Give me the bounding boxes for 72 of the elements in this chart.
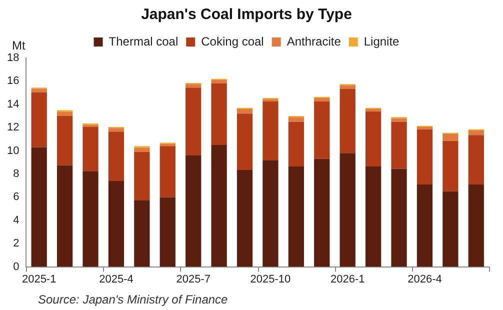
bar	[365, 166, 382, 267]
x-tick-label: 2025-7	[176, 273, 210, 286]
bar	[186, 84, 202, 88]
y-tick-label: 10	[6, 144, 20, 157]
chart-title: Japan's Coal Imports by Type	[141, 6, 352, 24]
x-tick-label: 2025-1	[22, 273, 56, 286]
bar	[468, 130, 484, 136]
bar	[31, 147, 47, 267]
bar	[288, 122, 304, 166]
bar	[134, 152, 150, 200]
bar	[314, 98, 330, 102]
y-tick-label: 0	[13, 260, 20, 273]
y-tick-label: 14	[6, 98, 20, 110]
x-tick-label: 2026-4	[408, 273, 442, 286]
bar	[442, 134, 458, 141]
bar	[186, 88, 202, 156]
y-tick-label: 2	[13, 238, 20, 250]
bar	[262, 160, 278, 267]
bar	[108, 180, 124, 267]
bar	[340, 153, 356, 267]
bar	[236, 109, 253, 114]
bar	[160, 197, 176, 267]
bar	[186, 155, 202, 267]
bar	[340, 88, 356, 154]
bar	[56, 116, 73, 166]
bar	[468, 184, 484, 267]
bar	[134, 148, 150, 152]
bar	[211, 80, 227, 84]
x-tick-label: 2025-4	[99, 273, 134, 286]
bar	[31, 92, 47, 148]
bar	[365, 111, 382, 166]
y-tick-label: 4	[13, 214, 20, 226]
bar	[416, 184, 433, 267]
bar	[108, 132, 124, 181]
bar	[82, 124, 98, 128]
y-tick-label: 16	[6, 75, 20, 88]
bar	[82, 127, 98, 172]
bar	[288, 117, 304, 122]
bar	[391, 168, 407, 267]
bar	[160, 146, 176, 198]
legend-label: Anthracite	[286, 34, 342, 48]
bar	[134, 200, 150, 267]
bar	[442, 191, 458, 267]
bar	[236, 170, 253, 267]
bar	[391, 122, 407, 169]
y-axis-title: Mt	[12, 38, 26, 52]
bar	[391, 118, 407, 122]
source-note: Source: Japan's Ministry of Finance	[38, 292, 228, 306]
y-tick-label: 18	[6, 52, 20, 64]
legend-label: Lignite	[364, 34, 400, 48]
bar	[56, 112, 73, 116]
legend-label: Coking coal	[201, 34, 264, 48]
x-tick-label: 2026-1	[330, 273, 365, 286]
bar	[262, 102, 278, 160]
bar	[288, 166, 304, 267]
legend-label: Thermal coal	[108, 34, 178, 48]
bar	[31, 88, 47, 92]
bar	[211, 145, 227, 267]
y-tick-label: 6	[13, 191, 20, 204]
bar	[416, 129, 433, 184]
y-tick-label: 12	[6, 122, 20, 134]
bar	[314, 158, 330, 267]
bar	[236, 114, 253, 170]
bar	[211, 84, 227, 145]
bar	[442, 140, 458, 192]
y-tick-label: 8	[13, 168, 20, 180]
bar	[56, 165, 73, 267]
bar	[82, 171, 98, 267]
x-tick-label: 2025-10	[250, 273, 291, 286]
bar	[314, 102, 330, 159]
bar	[108, 128, 124, 132]
bar	[468, 135, 484, 184]
